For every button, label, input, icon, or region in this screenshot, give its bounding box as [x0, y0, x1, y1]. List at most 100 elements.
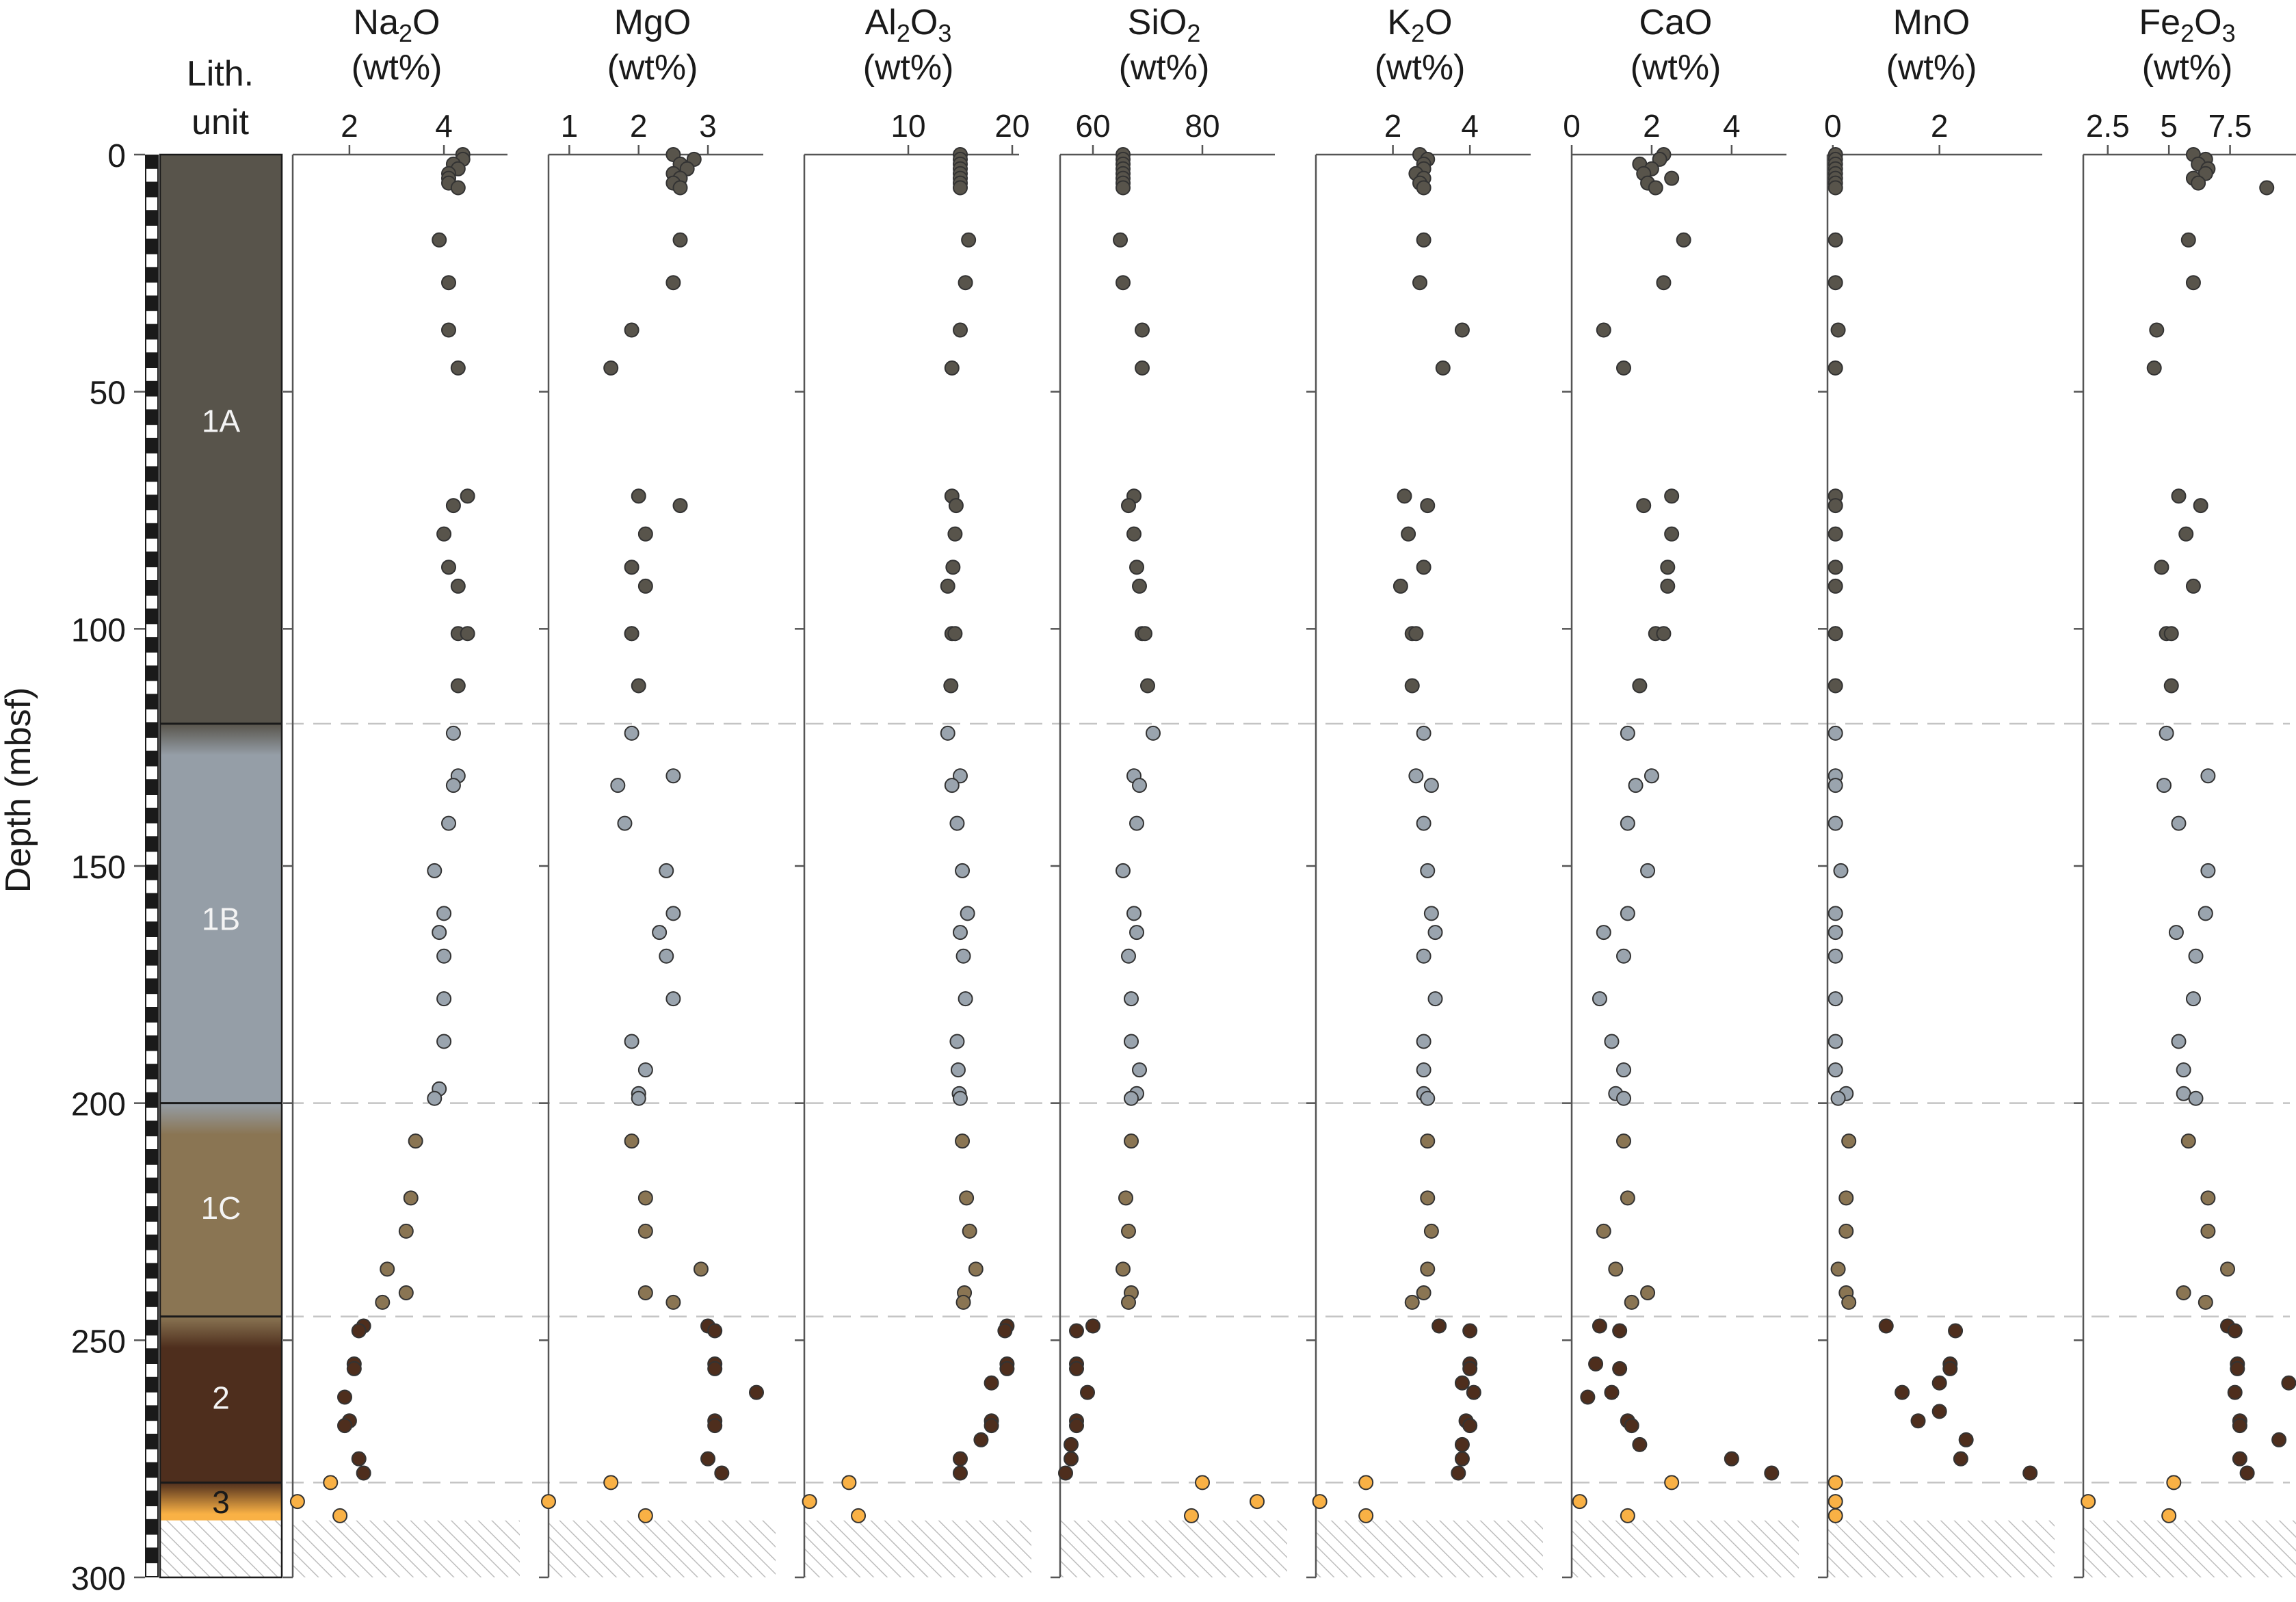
data-point	[1358, 1508, 1374, 1523]
data-point	[1592, 991, 1607, 1007]
ruler-segment	[146, 795, 157, 808]
data-point	[637, 1508, 653, 1523]
data-point	[955, 948, 971, 964]
data-point	[953, 180, 968, 196]
data-point	[940, 578, 955, 594]
ruler-segment	[146, 965, 157, 979]
data-point	[1660, 578, 1676, 594]
data-point	[1827, 948, 1843, 964]
data-point	[1116, 275, 1131, 291]
panel-x-tick-label: 2	[341, 108, 358, 144]
ruler-segment	[146, 1534, 157, 1548]
panel-x-tick-label: 10	[890, 108, 925, 144]
data-point	[2176, 1285, 2191, 1300]
panel-unit-label: (wt%)	[1119, 48, 1210, 88]
data-point	[1064, 1436, 1079, 1452]
data-point	[1827, 626, 1843, 642]
data-point	[2191, 175, 2206, 191]
panel-x-tick-label: 5	[2160, 108, 2178, 144]
ruler-segment	[146, 510, 157, 523]
data-point	[1596, 925, 1611, 941]
data-point	[436, 948, 452, 964]
data-point	[1827, 725, 1843, 741]
data-point	[441, 275, 456, 291]
data-point	[1827, 1034, 1843, 1049]
data-point	[1640, 1285, 1656, 1300]
data-point	[1195, 1475, 1210, 1491]
data-point	[2239, 1465, 2255, 1481]
data-point	[1129, 925, 1144, 941]
panel-hatched-zone	[1827, 1520, 2055, 1577]
ruler-segment	[146, 1421, 157, 1434]
data-point	[1132, 778, 1147, 793]
data-point	[1462, 1323, 1478, 1339]
data-point	[1427, 925, 1443, 941]
data-point	[1085, 1318, 1100, 1334]
data-point	[999, 1361, 1015, 1376]
data-point	[337, 1389, 352, 1405]
data-point	[1137, 626, 1152, 642]
panel-k2o: 2 4 K2O(wt%)	[1306, 3, 1543, 1579]
ruler-segment	[146, 453, 157, 467]
data-point	[1420, 1190, 1436, 1206]
panel-hatched-zone	[293, 1520, 520, 1577]
data-point	[2200, 1223, 2216, 1239]
data-point	[1931, 1404, 1947, 1419]
data-point	[953, 1090, 968, 1106]
panel-sio2: 60 80 SiO2(wt%)	[1051, 3, 1287, 1579]
data-point	[953, 768, 968, 784]
lith-unit-label: 1B	[202, 901, 240, 936]
data-point	[1624, 1294, 1639, 1310]
data-point	[1838, 1223, 1854, 1239]
data-point	[707, 1361, 723, 1376]
ruler-segment	[146, 1306, 157, 1320]
ruler-segment	[146, 766, 157, 780]
data-point	[2180, 232, 2196, 248]
panel-unit-label: (wt%)	[607, 48, 698, 88]
data-point	[944, 360, 960, 376]
data-point	[332, 1508, 348, 1523]
depth-axis-ticks: 0 50 100 150 200 250 300	[71, 138, 145, 1597]
data-point	[436, 991, 452, 1007]
data-point	[961, 232, 977, 248]
data-point	[460, 488, 475, 504]
ruler-segment	[146, 396, 157, 410]
panel-title: CaO	[1639, 3, 1713, 42]
panel-x-tick-label: 2	[630, 108, 648, 144]
data-point	[1616, 360, 1631, 376]
data-point	[1612, 1361, 1628, 1376]
data-point	[2198, 1294, 2213, 1310]
data-point	[637, 1285, 653, 1300]
data-point	[958, 275, 973, 291]
depth-axis: Depth (mbsf) 0 50 100 150 200 250 300	[0, 138, 159, 1597]
data-point	[1184, 1508, 1199, 1523]
panel-na2o: 2 4 Na2O(wt%)	[283, 3, 520, 1579]
data-point	[949, 1034, 965, 1049]
data-point	[1401, 526, 1416, 542]
data-point	[1140, 678, 1155, 694]
ruler-segment	[146, 168, 157, 182]
data-point	[408, 1133, 423, 1149]
data-point	[2159, 725, 2174, 741]
depth-tick-label: 0	[107, 138, 126, 174]
data-point	[432, 232, 447, 248]
panel-x-tick-label: 4	[1723, 108, 1741, 144]
data-point	[1135, 322, 1150, 338]
data-point	[1454, 322, 1470, 338]
data-point	[2200, 863, 2216, 878]
data-point	[637, 526, 653, 542]
data-point	[2259, 180, 2275, 196]
ruler-segment	[146, 1364, 157, 1377]
data-point	[624, 626, 639, 642]
ruler-segment	[146, 823, 157, 837]
data-point	[943, 678, 959, 694]
data-point	[1664, 526, 1680, 542]
data-point	[1423, 778, 1439, 793]
data-point	[707, 1418, 723, 1434]
depth-ruler	[145, 155, 159, 1577]
lith-transition	[160, 1103, 282, 1135]
panel-hatched-zone	[1060, 1520, 1287, 1577]
data-point	[2193, 498, 2208, 514]
